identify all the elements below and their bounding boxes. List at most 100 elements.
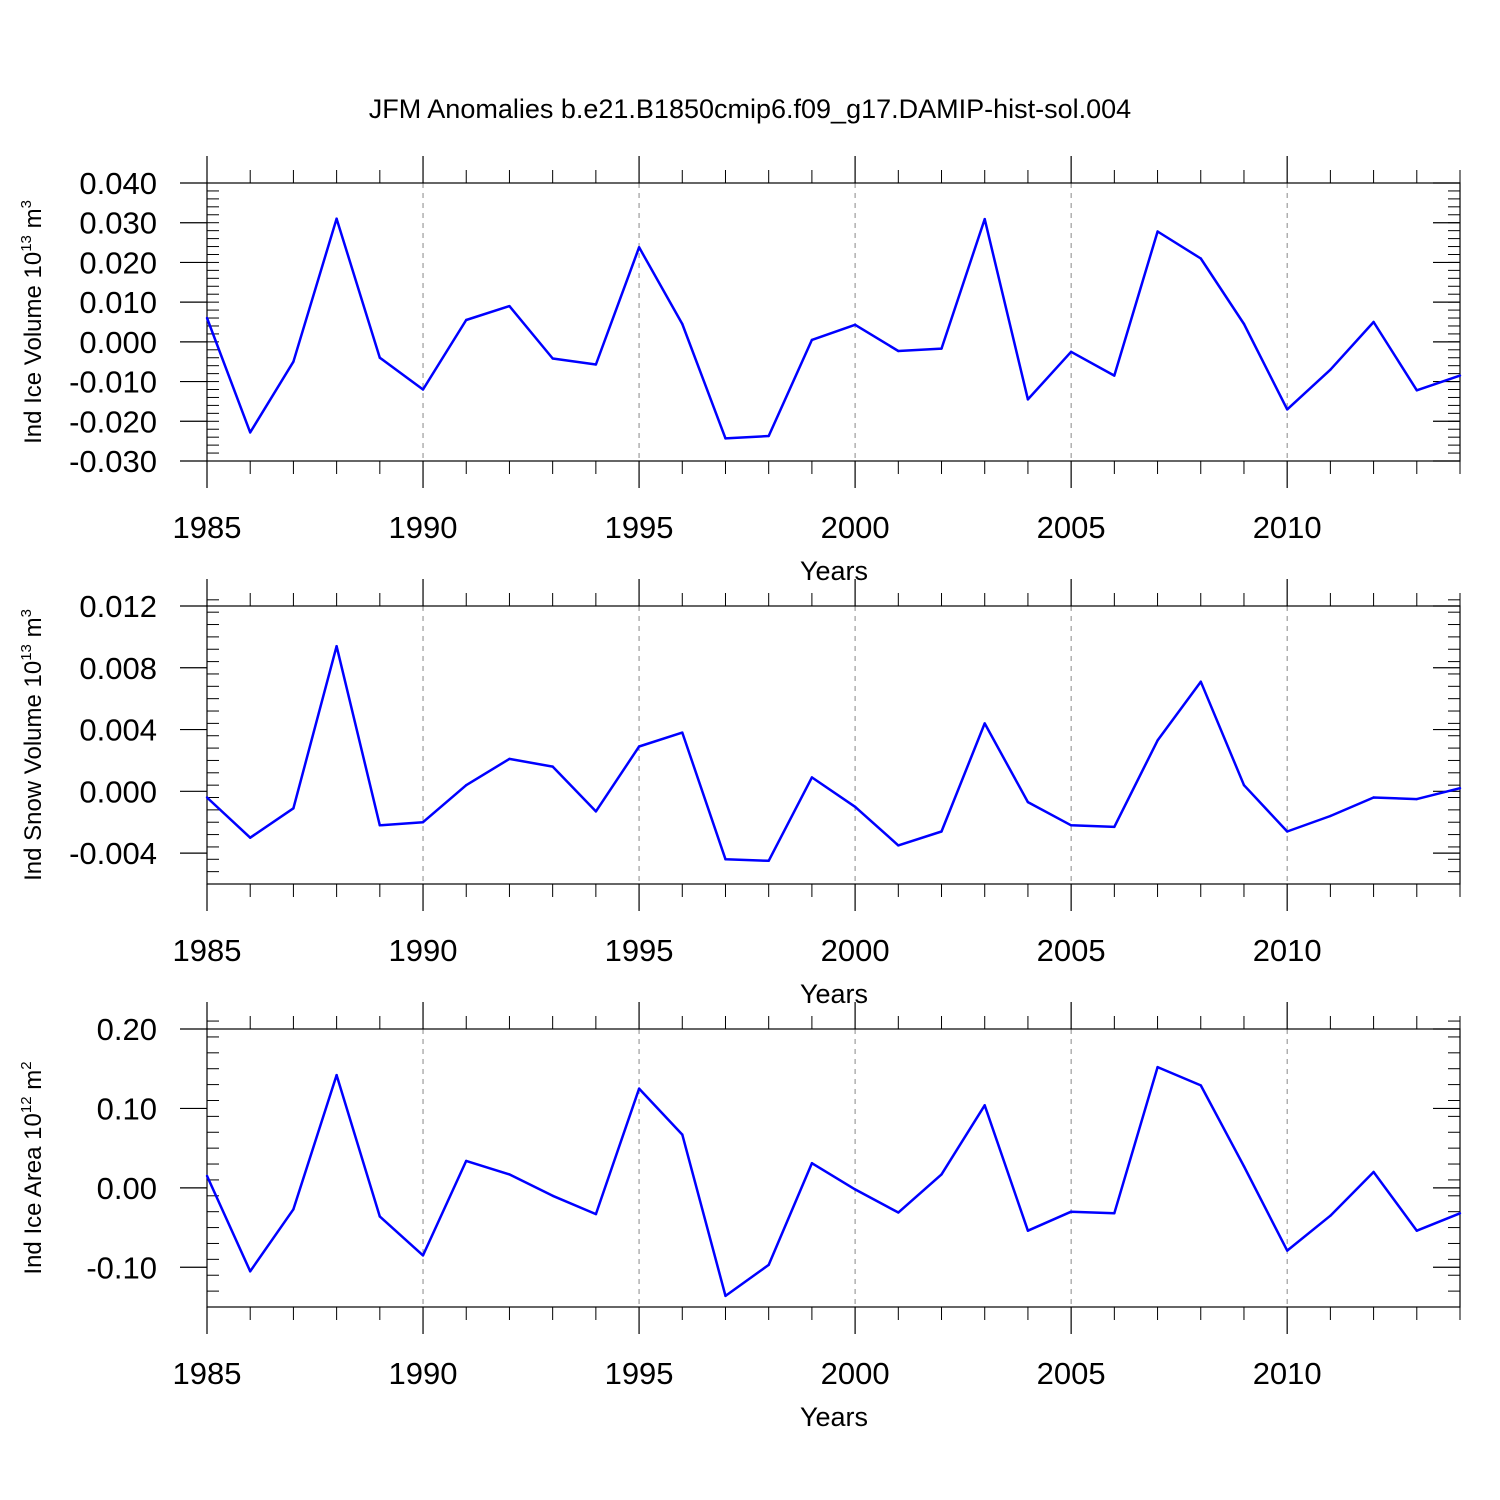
data-point <box>637 246 641 249</box>
data-series-line <box>206 644 1461 863</box>
data-point <box>249 1270 252 1273</box>
plot-frame <box>206 182 1461 462</box>
y-tick-label: 0.012 <box>79 589 157 624</box>
data-point <box>767 1263 770 1267</box>
data-point <box>940 347 943 350</box>
y-tick-label: 0.008 <box>79 651 157 686</box>
data-point <box>637 1087 641 1090</box>
data-point <box>551 765 554 768</box>
y-axis-label-exponent: 13 <box>18 235 35 252</box>
y-tick-label: 0.030 <box>79 206 157 241</box>
y-tick-label: -0.020 <box>69 404 157 439</box>
data-point <box>205 796 209 799</box>
data-point <box>292 807 295 810</box>
chart-panel-1: -0.030 -0.020 -0.010 0.000 0.010 0.020 0.030 0.… <box>18 156 1462 586</box>
data-point <box>1372 320 1375 324</box>
x-tick-label: 1990 <box>389 510 458 545</box>
data-point <box>897 1211 900 1214</box>
data-point <box>1415 389 1419 392</box>
y-tick-label: 0.004 <box>79 713 157 748</box>
data-point <box>681 731 684 734</box>
data-point <box>1458 374 1462 377</box>
y-tick-label: -0.004 <box>69 836 157 871</box>
data-point <box>1156 1065 1159 1069</box>
x-tick-label: 1985 <box>173 933 242 968</box>
data-point <box>1242 322 1246 326</box>
data-point <box>983 1104 986 1107</box>
x-tick-label: 2000 <box>821 933 890 968</box>
data-point <box>1156 739 1159 742</box>
x-tick-label: 2010 <box>1253 510 1322 545</box>
data-point <box>1372 796 1375 799</box>
x-tick-label: 2000 <box>821 510 890 545</box>
figure-title: JFM Anomalies b.e21.B1850cmip6.f09_g17.D… <box>369 94 1131 124</box>
y-tick-label: 0.010 <box>79 285 157 320</box>
x-tick-label: 1995 <box>605 933 674 968</box>
data-point <box>1458 787 1462 790</box>
data-point <box>594 810 598 813</box>
data-point <box>1156 230 1159 233</box>
data-point <box>335 645 338 648</box>
data-point <box>465 784 468 787</box>
data-point <box>637 745 641 748</box>
x-axis-label: Years <box>800 979 868 1009</box>
data-point <box>1026 398 1030 401</box>
data-point <box>940 830 943 833</box>
data-point <box>853 805 857 808</box>
data-point <box>983 722 986 725</box>
y-axis-label-text: Ind Ice Area 10 <box>20 1113 47 1274</box>
data-point <box>508 304 511 308</box>
chart-panel-2: -0.004 0.000 0.004 0.008 0.012 1985 1990 1995 20… <box>18 579 1462 1009</box>
y-tick-label: 0.040 <box>79 166 157 201</box>
data-point <box>378 356 381 359</box>
plot-frame <box>206 1028 1461 1308</box>
x-tick-label: 2005 <box>1037 933 1106 968</box>
data-point <box>1329 814 1332 818</box>
data-point <box>205 1174 209 1178</box>
x-tick-label: 2010 <box>1253 933 1322 968</box>
data-point <box>724 437 727 440</box>
y-axis-label-unit-exponent: 3 <box>18 200 35 208</box>
x-tick-label: 1985 <box>173 510 242 545</box>
y-axis-label-exponent: 12 <box>18 1096 35 1113</box>
x-tick-label: 1990 <box>389 933 458 968</box>
y-axis-label-unit-exponent: 3 <box>18 609 35 617</box>
data-point <box>853 323 857 326</box>
y-tick-label: 0.20 <box>97 1012 157 1047</box>
x-tick-label: 2010 <box>1253 1356 1322 1391</box>
data-point <box>594 1212 598 1216</box>
data-point <box>1242 784 1246 787</box>
y-tick-label: 0.000 <box>79 774 157 809</box>
data-point <box>983 217 986 221</box>
chart-panel-3: -0.10 0.00 0.10 0.20 1985 1990 1995 2000 2005 201… <box>18 1002 1462 1432</box>
y-axis-label: Ind Ice Area 1012 m2 <box>18 1061 47 1274</box>
y-tick-label: 0.000 <box>79 325 157 360</box>
data-point <box>335 217 338 220</box>
data-point <box>1113 1212 1116 1215</box>
data-series-line <box>205 1065 1461 1298</box>
data-point <box>1113 825 1116 829</box>
data-point <box>810 1162 814 1165</box>
y-tick-label: -0.010 <box>69 365 157 400</box>
data-point <box>378 1215 381 1218</box>
y-axis-label-unit: m <box>20 617 47 644</box>
data-point <box>1069 350 1073 353</box>
y-tick-label: 0.10 <box>97 1091 157 1126</box>
data-point <box>1026 800 1030 804</box>
y-axis-label: Ind Snow Volume 1013 m3 <box>18 609 47 881</box>
data-point <box>724 858 727 861</box>
data-point <box>378 824 381 827</box>
data-point <box>897 349 900 353</box>
data-point <box>1415 797 1419 801</box>
data-point <box>853 1188 857 1191</box>
data-series-line <box>205 217 1461 440</box>
y-axis-label-text: Ind Snow Volume 10 <box>20 661 47 881</box>
data-point <box>508 1173 511 1176</box>
data-point <box>1458 1212 1462 1215</box>
data-point <box>421 821 425 824</box>
data-point <box>292 1208 295 1211</box>
data-point <box>1286 830 1289 833</box>
data-point <box>681 1133 684 1136</box>
data-point <box>767 859 770 862</box>
